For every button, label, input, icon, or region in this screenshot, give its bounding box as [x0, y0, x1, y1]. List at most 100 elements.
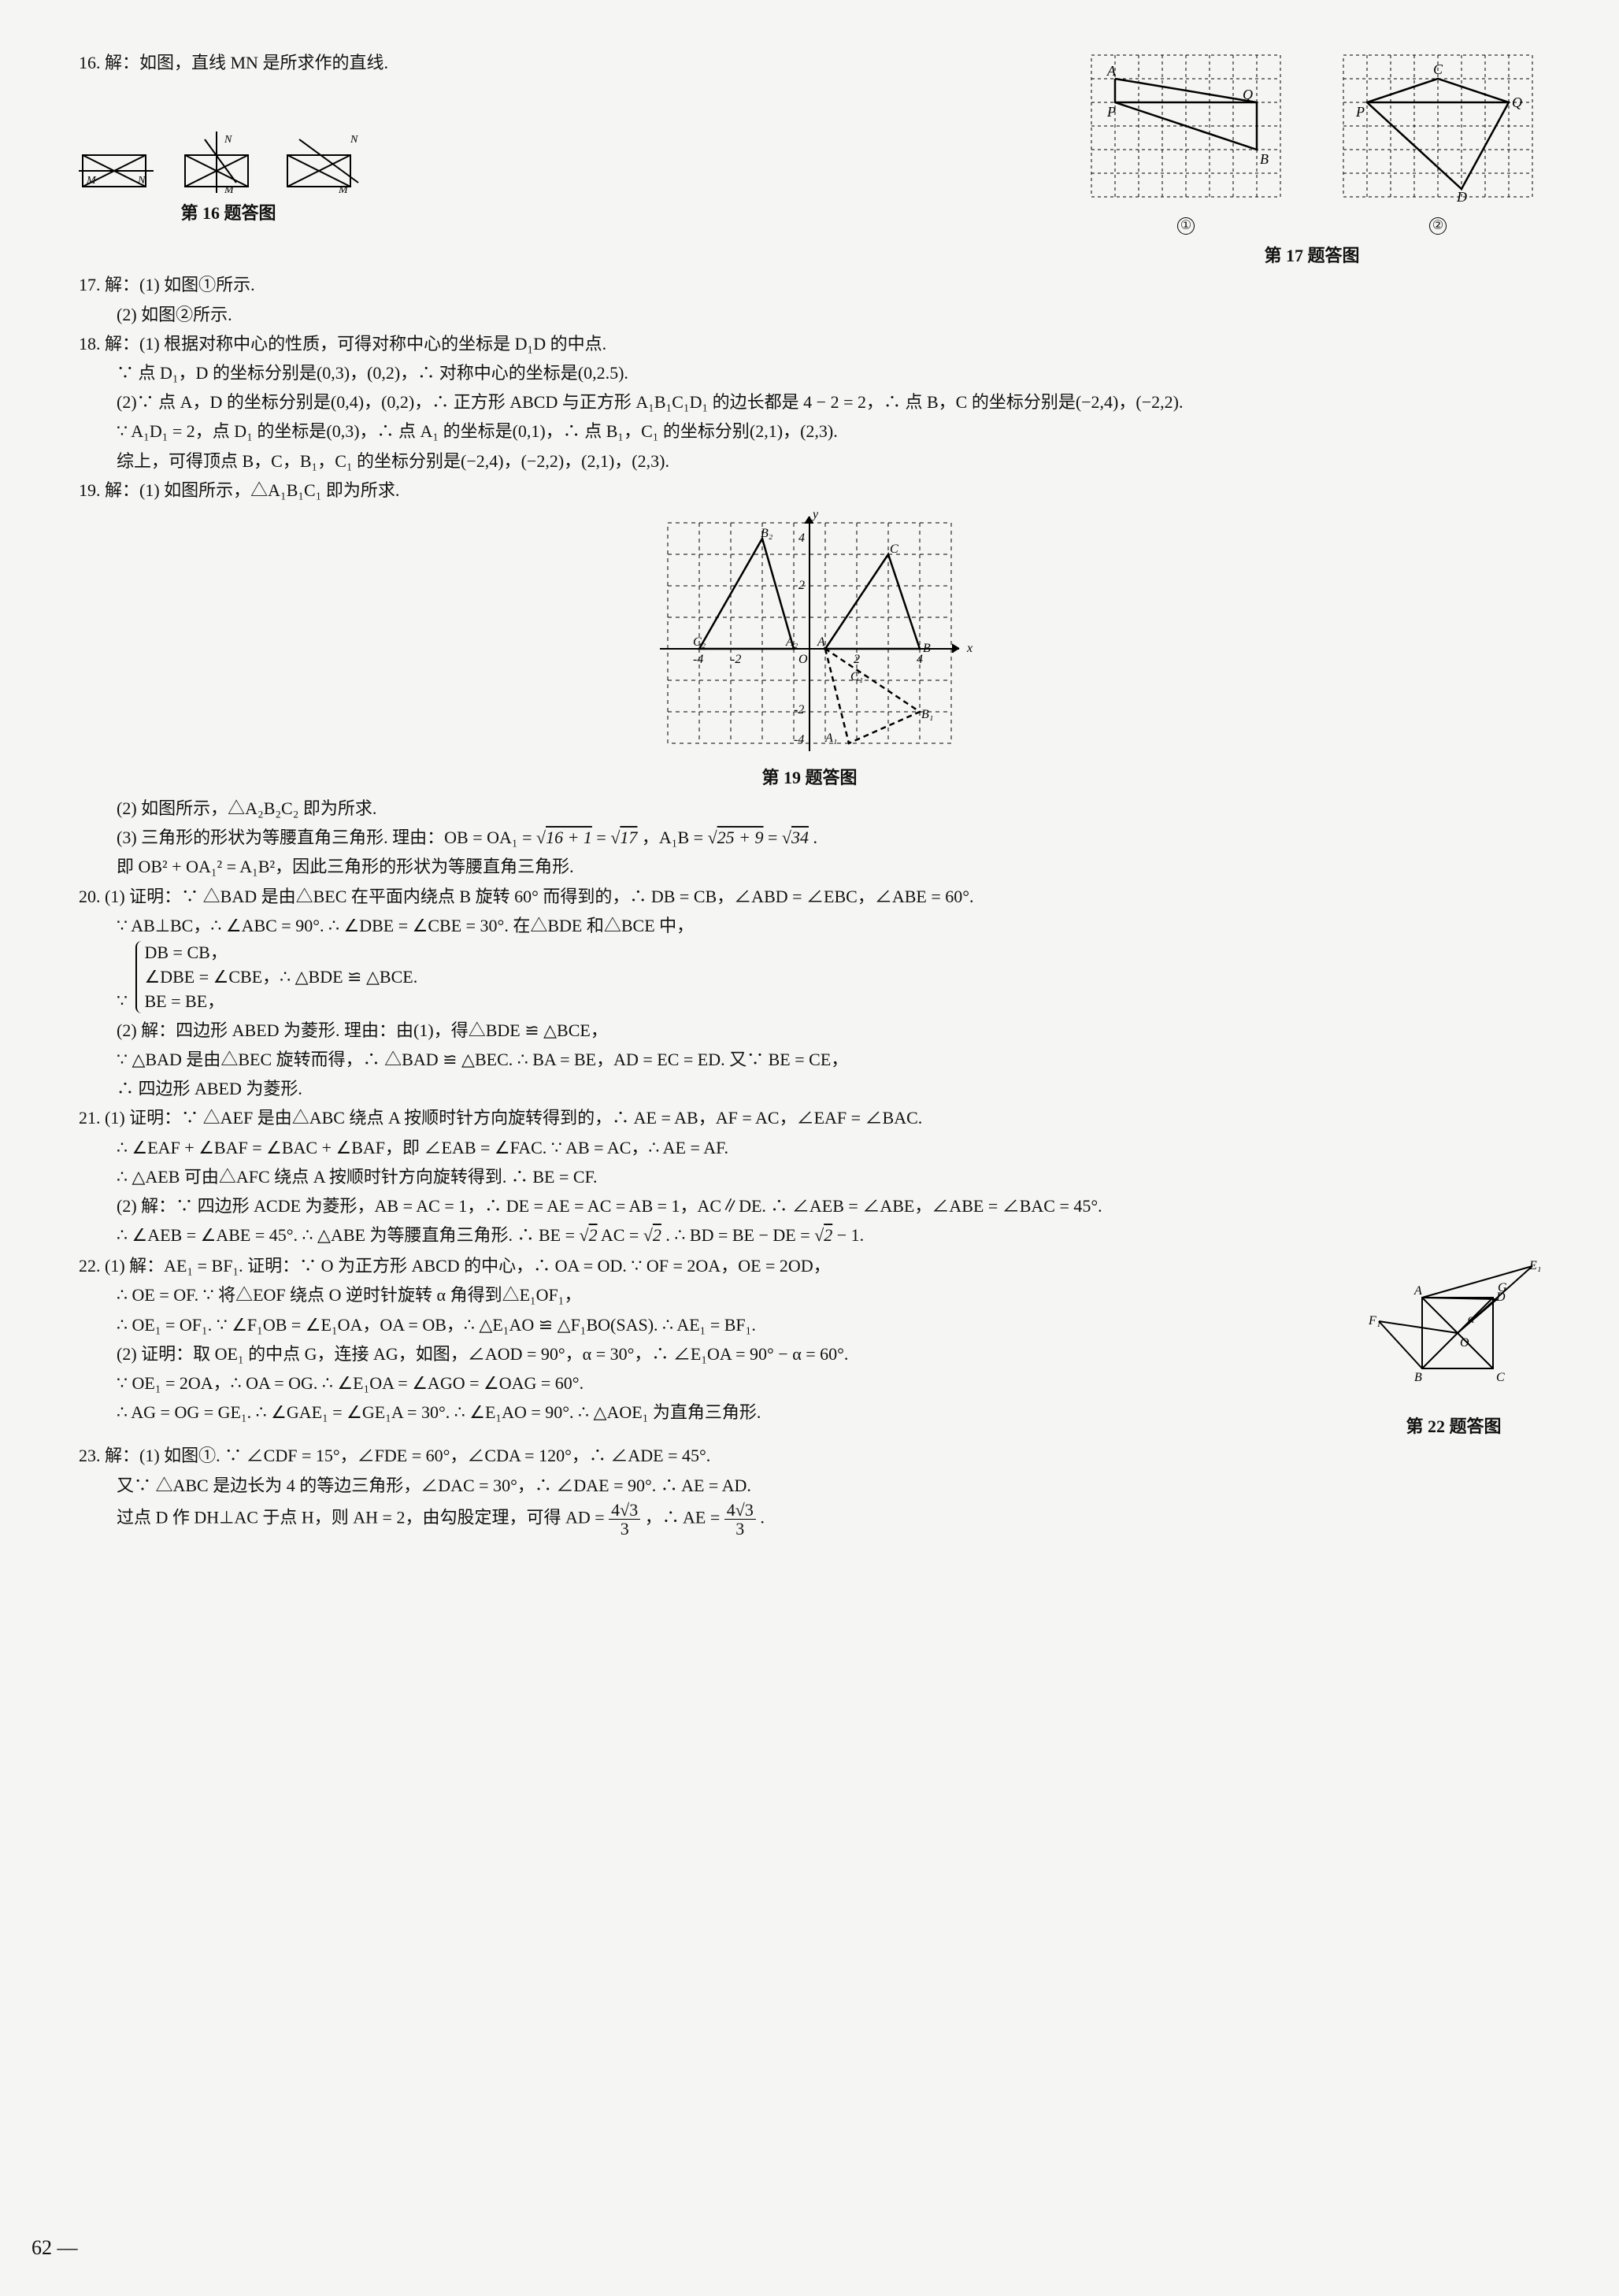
svg-text:4: 4 [798, 531, 805, 545]
brace-3: BE = BE， [145, 991, 225, 1011]
svg-text:P: P [1355, 104, 1365, 120]
svg-text:P: P [1106, 104, 1116, 120]
fig17-1-svg: AP QB [1084, 47, 1288, 205]
p18-5: 综上，可得顶点 B，C，B₁，C₁ 的坐标分别是(−2,4)，(−2,2)，(2… [79, 447, 1540, 475]
p21-3: ∴ △AEB 可由△AFC 绕点 A 按顺时针方向旋转得到. ∴ BE = CF… [79, 1163, 1540, 1191]
sqrt2-b: 2 [653, 1225, 661, 1245]
svg-text:B: B [1414, 1371, 1422, 1384]
fig22-block: AD BC O E₁F₁ Gα 第 22 题答图 [1367, 1258, 1540, 1440]
p23-2: 又∵ △ABC 是边长为 4 的等边三角形，∠DAC = 30°，∴ ∠DAE … [79, 1472, 1540, 1499]
p21-5d: − 1. [837, 1225, 864, 1245]
fig22-caption: 第 22 题答图 [1406, 1413, 1501, 1440]
svg-text:N: N [137, 175, 146, 187]
svg-text:2: 2 [798, 579, 805, 592]
frac-1: 4√33 [609, 1501, 640, 1538]
svg-text:C: C [890, 543, 898, 556]
p19-3b: = [596, 828, 610, 847]
svg-text:-4: -4 [693, 653, 703, 666]
fig19-block: xy O ABC A₁B₁C₁ A₂C₂B₂ -2-4 24 24 -2-4 第… [79, 507, 1540, 791]
p22-1: 22. (1) 解：AE₁ = BF₁. 证明：∵ O 为正方形 ABCD 的中… [79, 1252, 1336, 1279]
svg-text:x: x [966, 642, 973, 655]
fig16-caption: 第 16 题答图 [79, 199, 378, 227]
p22-2: ∴ OE = OF. ∵ 将△EOF 绕点 O 逆时针旋转 α 角得到△E₁OF… [79, 1281, 1336, 1309]
svg-text:A: A [1106, 63, 1117, 79]
p23-1: 23. 解：(1) 如图①. ∵ ∠CDF = 15°，∠FDE = 60°，∠… [79, 1442, 1540, 1469]
p20-5: ∴ 四边形 ABED 为菱形. [79, 1075, 1540, 1102]
svg-text:B: B [1260, 151, 1269, 167]
sqrt2-c: 2 [824, 1225, 832, 1245]
frac-2: 4√33 [724, 1501, 756, 1538]
svg-text:α: α [1468, 1313, 1475, 1326]
p22-4: (2) 证明：取 OE₁ 的中点 G，连接 AG，如图，∠AOD = 90°，α… [79, 1340, 1336, 1368]
p23-3c: . [760, 1507, 765, 1527]
svg-text:-2: -2 [794, 703, 804, 717]
sqrt-34: 34 [791, 828, 809, 847]
svg-text:B₂: B₂ [761, 527, 773, 540]
sqrt2-a: 2 [589, 1225, 598, 1245]
p21-4: (2) 解：∵ 四边形 ACDE 为菱形，AB = AC = 1，∴ DE = … [79, 1192, 1540, 1220]
p21-5c: . ∴ BD = BE − DE = [665, 1225, 814, 1245]
svg-text:2: 2 [854, 653, 860, 666]
fig19-svg: xy O ABC A₁B₁C₁ A₂C₂B₂ -2-4 24 24 -2-4 [644, 507, 975, 759]
svg-text:-2: -2 [731, 653, 741, 666]
p16-line: 16. 解：如图，直线 MN 是所求作的直线. [79, 49, 1052, 76]
frac1-num: 4√3 [609, 1501, 640, 1520]
svg-text:E₁: E₁ [1528, 1259, 1540, 1272]
svg-text:B: B [923, 642, 931, 655]
p20-4: ∵ △BAD 是由△BEC 旋转而得，∴ △BAD ≌ △BEC. ∴ BA =… [79, 1046, 1540, 1073]
fig17-caption: 第 17 题答图 [1084, 242, 1540, 269]
p19-3a: (3) 三角形的形状为等腰直角三角形. 理由：OB = OA₁ = [117, 828, 536, 847]
fig17-2-svg: CP QD [1336, 47, 1540, 205]
fig17-sub1: ① [1177, 217, 1195, 235]
svg-text:G: G [1498, 1281, 1507, 1294]
p23-3: 过点 D 作 DH⊥AC 于点 H，则 AH = 2，由勾股定理，可得 AD =… [79, 1501, 1540, 1538]
p23-3b: ，∴ AE = [645, 1507, 724, 1527]
svg-text:O: O [798, 653, 808, 666]
page-number: 62 — [31, 2231, 78, 2265]
p19-2: (2) 如图所示，△A₂B₂C₂ 即为所求. [79, 794, 1540, 822]
svg-text:A₂: A₂ [785, 635, 798, 649]
svg-text:C₂: C₂ [693, 635, 706, 649]
fig16-svg: M N N M N [79, 131, 378, 194]
svg-text:M: M [86, 175, 97, 187]
p18-1: 18. 解：(1) 根据对称中心的性质，可得对称中心的坐标是 D₁D 的中点. [79, 330, 1540, 357]
p19-3c: ，A₁B = [642, 828, 708, 847]
svg-text:C: C [1433, 61, 1443, 77]
brace-1: DB = CB， [145, 942, 228, 962]
frac2-den: 3 [724, 1520, 756, 1538]
fig19-caption: 第 19 题答图 [761, 764, 857, 791]
frac2-num: 4√3 [724, 1501, 756, 1520]
svg-text:A: A [1413, 1284, 1422, 1298]
svg-text:M: M [224, 184, 235, 194]
sqrt-25-9: 25 + 9 [717, 828, 764, 847]
p21-1: 21. (1) 证明：∵ △AEF 是由△ABC 绕点 A 按顺时针方向旋转得到… [79, 1104, 1540, 1131]
svg-text:O: O [1460, 1336, 1469, 1350]
p18-4: ∵ A₁D₁ = 2，点 D₁ 的坐标是(0,3)，∴ 点 A₁ 的坐标是(0,… [79, 417, 1540, 445]
p20-1: 20. (1) 证明：∵ △BAD 是由△BEC 在平面内绕点 B 旋转 60°… [79, 883, 1540, 910]
p18-3: (2)∵ 点 A，D 的坐标分别是(0,4)，(0,2)，∴ 正方形 ABCD … [79, 388, 1540, 416]
p19-3e: . [813, 828, 818, 847]
svg-text:N: N [224, 134, 232, 146]
svg-text:C: C [1496, 1371, 1505, 1384]
p21-5: ∴ ∠AEB = ∠ABE = 45°. ∴ △ABE 为等腰直角三角形. ∴ … [79, 1221, 1540, 1249]
svg-text:F₁: F₁ [1368, 1314, 1380, 1328]
brace-2: ∠DBE = ∠CBE，∴ △BDE ≌ △BCE. [145, 967, 418, 987]
svg-text:4: 4 [917, 653, 923, 666]
p23-3a: 过点 D 作 DH⊥AC 于点 H，则 AH = 2，由勾股定理，可得 AD = [117, 1507, 609, 1527]
svg-text:y: y [811, 508, 819, 521]
frac1-den: 3 [609, 1520, 640, 1538]
svg-text:-4: -4 [794, 733, 804, 746]
fig16-block: M N N M N [79, 131, 1052, 227]
p17-1: 17. 解：(1) 如图①所示. [79, 271, 1540, 298]
svg-text:A₁: A₁ [824, 731, 837, 745]
p19-3: (3) 三角形的形状为等腰直角三角形. 理由：OB = OA₁ = √16 + … [79, 824, 1540, 851]
p19-1: 19. 解：(1) 如图所示，△A₁B₁C₁ 即为所求. [79, 476, 1540, 504]
svg-text:Q: Q [1512, 94, 1522, 110]
svg-text:M: M [338, 184, 349, 194]
p20-3: (2) 解：四边形 ABED 为菱形. 理由：由(1)，得△BDE ≌ △BCE… [79, 1017, 1540, 1044]
p19-3d: = [768, 828, 782, 847]
p20-brace: ∵ DB = CB， ∠DBE = ∠CBE，∴ △BDE ≌ △BCE. BE… [79, 941, 1540, 1015]
fig17-sub2: ② [1429, 217, 1447, 235]
p19-4: 即 OB² + OA₁² = A₁B²，因此三角形的形状为等腰直角三角形. [79, 853, 1540, 880]
p22-6: ∴ AG = OG = GE₁. ∴ ∠GAE₁ = ∠GE₁A = 30°. … [79, 1398, 1336, 1426]
